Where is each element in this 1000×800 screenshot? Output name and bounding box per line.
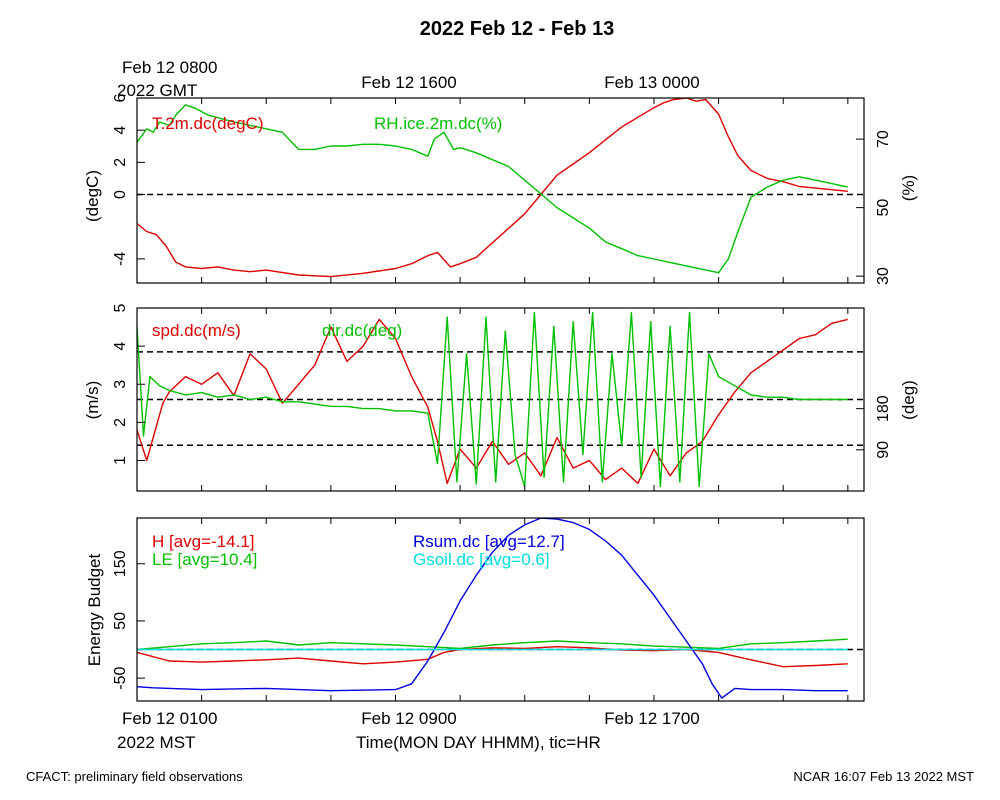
legend-rh: RH.ice.2m.dc(%): [374, 114, 502, 133]
series-line-spd-dc-m-s: [137, 318, 848, 485]
top-time-label-2: Feb 12 1600: [361, 73, 456, 92]
top-time-label-1: Feb 12 0800: [122, 58, 217, 77]
energy-budget-panel: -50 50 150: [112, 517, 865, 702]
y-tick-label-left: 3: [112, 380, 129, 389]
footer-right: NCAR 16:07 Feb 13 2022 MST: [793, 769, 974, 784]
ylabel-energy: Energy Budget: [85, 553, 104, 666]
y-tick-label-right: 30: [875, 267, 892, 285]
top-zone-label: 2022 GMT: [117, 81, 197, 100]
legend-temperature: T.2m.dc(degC): [152, 114, 263, 133]
y-tick-label-left: -4: [112, 252, 129, 266]
ylabel-ms: (m/s): [83, 381, 102, 420]
xaxis-title: Time(MON DAY HHMM), tic=HR: [356, 733, 601, 752]
y-tick-label-left: 4: [112, 126, 129, 135]
legend-le: LE [avg=10.4]: [152, 550, 257, 569]
y-tick-label-right: 180: [875, 395, 892, 422]
series-line-h: [137, 646, 848, 668]
ylabel-deg: (deg): [899, 380, 918, 420]
legend-gsoil: Gsoil.dc [avg=0.6]: [413, 550, 550, 569]
ylabel-degc: (degC): [83, 170, 102, 222]
series-line-rh-ice-2m-dc: [137, 104, 848, 274]
bottom-zone-label: 2022 MST: [117, 733, 195, 752]
legend-speed: spd.dc(m/s): [152, 321, 241, 340]
bottom-time-label-1: Feb 12 0100: [122, 709, 217, 728]
y-tick-label-left: 1: [112, 456, 129, 465]
wind-panel: 1 2 3 4 5 90 180: [112, 303, 892, 492]
series-line-le: [137, 638, 848, 651]
y-tick-label-left: 0: [112, 190, 129, 199]
plot-frame: [136, 517, 865, 702]
y-tick-label-left: 5: [112, 303, 129, 312]
plot-frame: [136, 97, 865, 284]
bottom-time-label-3: Feb 12 1700: [604, 709, 699, 728]
y-tick-label-right: 70: [875, 130, 892, 148]
series-line-rsum-dc: [137, 518, 848, 699]
legend-h: H [avg=-14.1]: [152, 532, 255, 551]
legend-rsum: Rsum.dc [avg=12.7]: [413, 532, 565, 551]
y-tick-label-left: 6: [112, 93, 129, 102]
y-tick-label-left: 150: [112, 550, 129, 577]
plot-frame: [136, 307, 865, 492]
y-tick-label-left: 2: [112, 158, 129, 167]
temperature-rh-panel: -4 0 2 4 6 30 50 70: [112, 93, 892, 285]
y-tick-label-left: 2: [112, 418, 129, 427]
chart-title: 2022 Feb 12 - Feb 13: [420, 18, 615, 40]
ylabel-percent: (%): [899, 175, 918, 201]
series-line-dir-dc-deg: [137, 311, 848, 488]
y-tick-label-left: 4: [112, 342, 129, 351]
y-tick-label-right: 90: [875, 441, 892, 459]
y-tick-label-left: 50: [112, 612, 129, 630]
bottom-time-label-2: Feb 12 0900: [361, 709, 456, 728]
legend-direction: dir.dc(deg): [322, 321, 402, 340]
y-tick-label-right: 50: [875, 199, 892, 217]
series-line-t-2m-dc-degc: [137, 98, 848, 278]
footer-left: CFACT: preliminary field observations: [26, 769, 243, 784]
top-time-label-3: Feb 13 0000: [604, 73, 699, 92]
y-tick-label-left: -50: [112, 666, 129, 689]
